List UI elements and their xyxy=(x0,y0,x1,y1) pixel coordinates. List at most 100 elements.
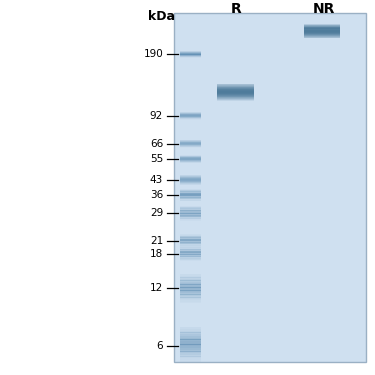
Bar xyxy=(180,55,201,56)
Bar xyxy=(180,180,201,181)
Bar xyxy=(304,35,340,36)
Bar xyxy=(180,240,201,242)
Text: kDa: kDa xyxy=(148,10,175,23)
Bar xyxy=(217,86,254,87)
Bar xyxy=(180,194,201,195)
Bar xyxy=(180,244,201,246)
Bar xyxy=(180,338,201,340)
Bar xyxy=(180,162,201,163)
Bar xyxy=(180,51,201,52)
Bar xyxy=(180,178,201,179)
Bar xyxy=(180,158,201,159)
Text: 66: 66 xyxy=(150,139,163,149)
Bar xyxy=(304,28,340,29)
Bar xyxy=(180,51,201,52)
Bar xyxy=(180,256,201,258)
Text: 12: 12 xyxy=(150,283,163,293)
Bar xyxy=(180,145,201,146)
Bar xyxy=(217,93,254,94)
Text: 18: 18 xyxy=(150,249,163,259)
Bar xyxy=(180,282,201,284)
Bar xyxy=(180,56,201,57)
Bar xyxy=(180,144,201,145)
Bar xyxy=(180,358,201,360)
Bar xyxy=(180,55,201,56)
Bar xyxy=(180,142,201,143)
Bar xyxy=(180,215,201,216)
Bar xyxy=(180,209,201,210)
Bar xyxy=(217,90,254,91)
Bar xyxy=(180,182,201,183)
Bar xyxy=(180,280,201,282)
Bar xyxy=(180,278,201,279)
Bar xyxy=(217,86,254,87)
Bar xyxy=(180,216,201,217)
Bar xyxy=(180,54,201,55)
Bar xyxy=(180,197,201,198)
Bar xyxy=(180,184,201,185)
Bar xyxy=(180,53,201,54)
Bar xyxy=(180,146,201,147)
Bar xyxy=(180,254,201,255)
Bar xyxy=(180,213,201,214)
Bar xyxy=(180,182,201,183)
Bar xyxy=(180,52,201,53)
Bar xyxy=(304,24,340,25)
Bar xyxy=(217,99,254,100)
Bar xyxy=(180,196,201,198)
Bar xyxy=(180,344,201,346)
Bar xyxy=(180,258,201,259)
Bar xyxy=(180,211,201,212)
Bar xyxy=(180,191,201,192)
Bar xyxy=(180,250,201,251)
Bar xyxy=(180,193,201,194)
Bar xyxy=(180,247,201,248)
Bar xyxy=(180,249,201,250)
Bar xyxy=(180,198,201,199)
Text: R: R xyxy=(231,2,242,16)
Bar xyxy=(180,190,201,191)
Bar xyxy=(180,351,201,353)
Bar xyxy=(217,98,254,99)
Text: NR: NR xyxy=(313,2,336,16)
Bar xyxy=(180,251,201,252)
Bar xyxy=(180,196,201,197)
Bar xyxy=(217,88,254,89)
Bar xyxy=(304,35,340,36)
Bar xyxy=(217,84,254,85)
Bar xyxy=(304,29,340,30)
Bar xyxy=(180,251,201,252)
Bar xyxy=(217,95,254,96)
Bar xyxy=(217,84,254,85)
Bar xyxy=(180,260,201,261)
Bar xyxy=(180,200,201,201)
Bar xyxy=(217,95,254,96)
Bar xyxy=(180,234,201,236)
Bar xyxy=(180,210,201,211)
Bar xyxy=(180,218,201,219)
Bar xyxy=(180,296,201,298)
Bar xyxy=(180,155,201,156)
Bar xyxy=(304,25,340,26)
Bar xyxy=(304,37,340,38)
Bar xyxy=(180,143,201,144)
Bar xyxy=(180,257,201,258)
Bar xyxy=(180,195,201,196)
Bar xyxy=(180,158,201,159)
Bar xyxy=(180,57,201,58)
Bar xyxy=(180,289,201,291)
Bar xyxy=(180,353,201,355)
Bar xyxy=(180,300,201,302)
Bar xyxy=(180,194,201,195)
Bar xyxy=(180,113,201,114)
Text: 43: 43 xyxy=(150,175,163,185)
Bar xyxy=(180,207,201,209)
Bar xyxy=(304,29,340,30)
Bar xyxy=(180,214,201,215)
Bar xyxy=(180,258,201,260)
Bar xyxy=(180,159,201,160)
Bar xyxy=(304,36,340,37)
Bar xyxy=(180,117,201,118)
Bar xyxy=(217,89,254,90)
Bar xyxy=(180,210,201,212)
